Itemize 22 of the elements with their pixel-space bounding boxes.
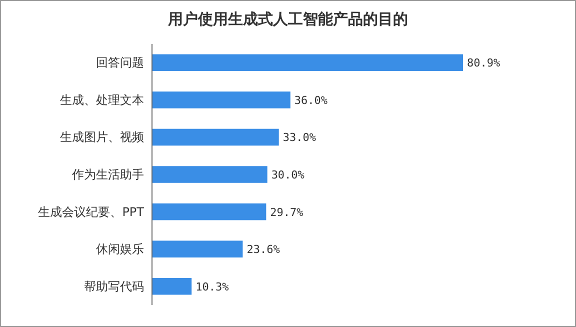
- y-tick-label: 生成图片、视频: [60, 130, 144, 144]
- y-tick-label: 生成会议纪要、PPT: [38, 204, 145, 219]
- bar: [152, 278, 192, 295]
- bar: [152, 203, 266, 220]
- data-label: 33.0%: [282, 131, 316, 144]
- y-tick-label: 作为生活助手: [71, 168, 144, 182]
- bar: [152, 54, 463, 72]
- data-label: 10.3%: [196, 280, 230, 294]
- data-label: 23.6%: [246, 243, 280, 256]
- y-tick-label: 回答问题: [96, 56, 144, 70]
- data-label: 80.9%: [467, 56, 500, 70]
- y-tick-label: 休闲娱乐: [96, 242, 144, 256]
- y-tick-label: 生成、处理文本: [60, 92, 144, 107]
- bar: [152, 92, 290, 108]
- data-label: 30.0%: [271, 168, 305, 182]
- bar: [152, 240, 243, 258]
- data-label: 36.0%: [294, 94, 328, 107]
- y-tick-label: 帮助写代码: [84, 279, 144, 294]
- bar: [152, 128, 279, 146]
- data-label: 29.7%: [270, 206, 304, 219]
- chart-title: 用户使用生成式人工智能产品的目的: [167, 10, 408, 28]
- bar: [152, 166, 268, 183]
